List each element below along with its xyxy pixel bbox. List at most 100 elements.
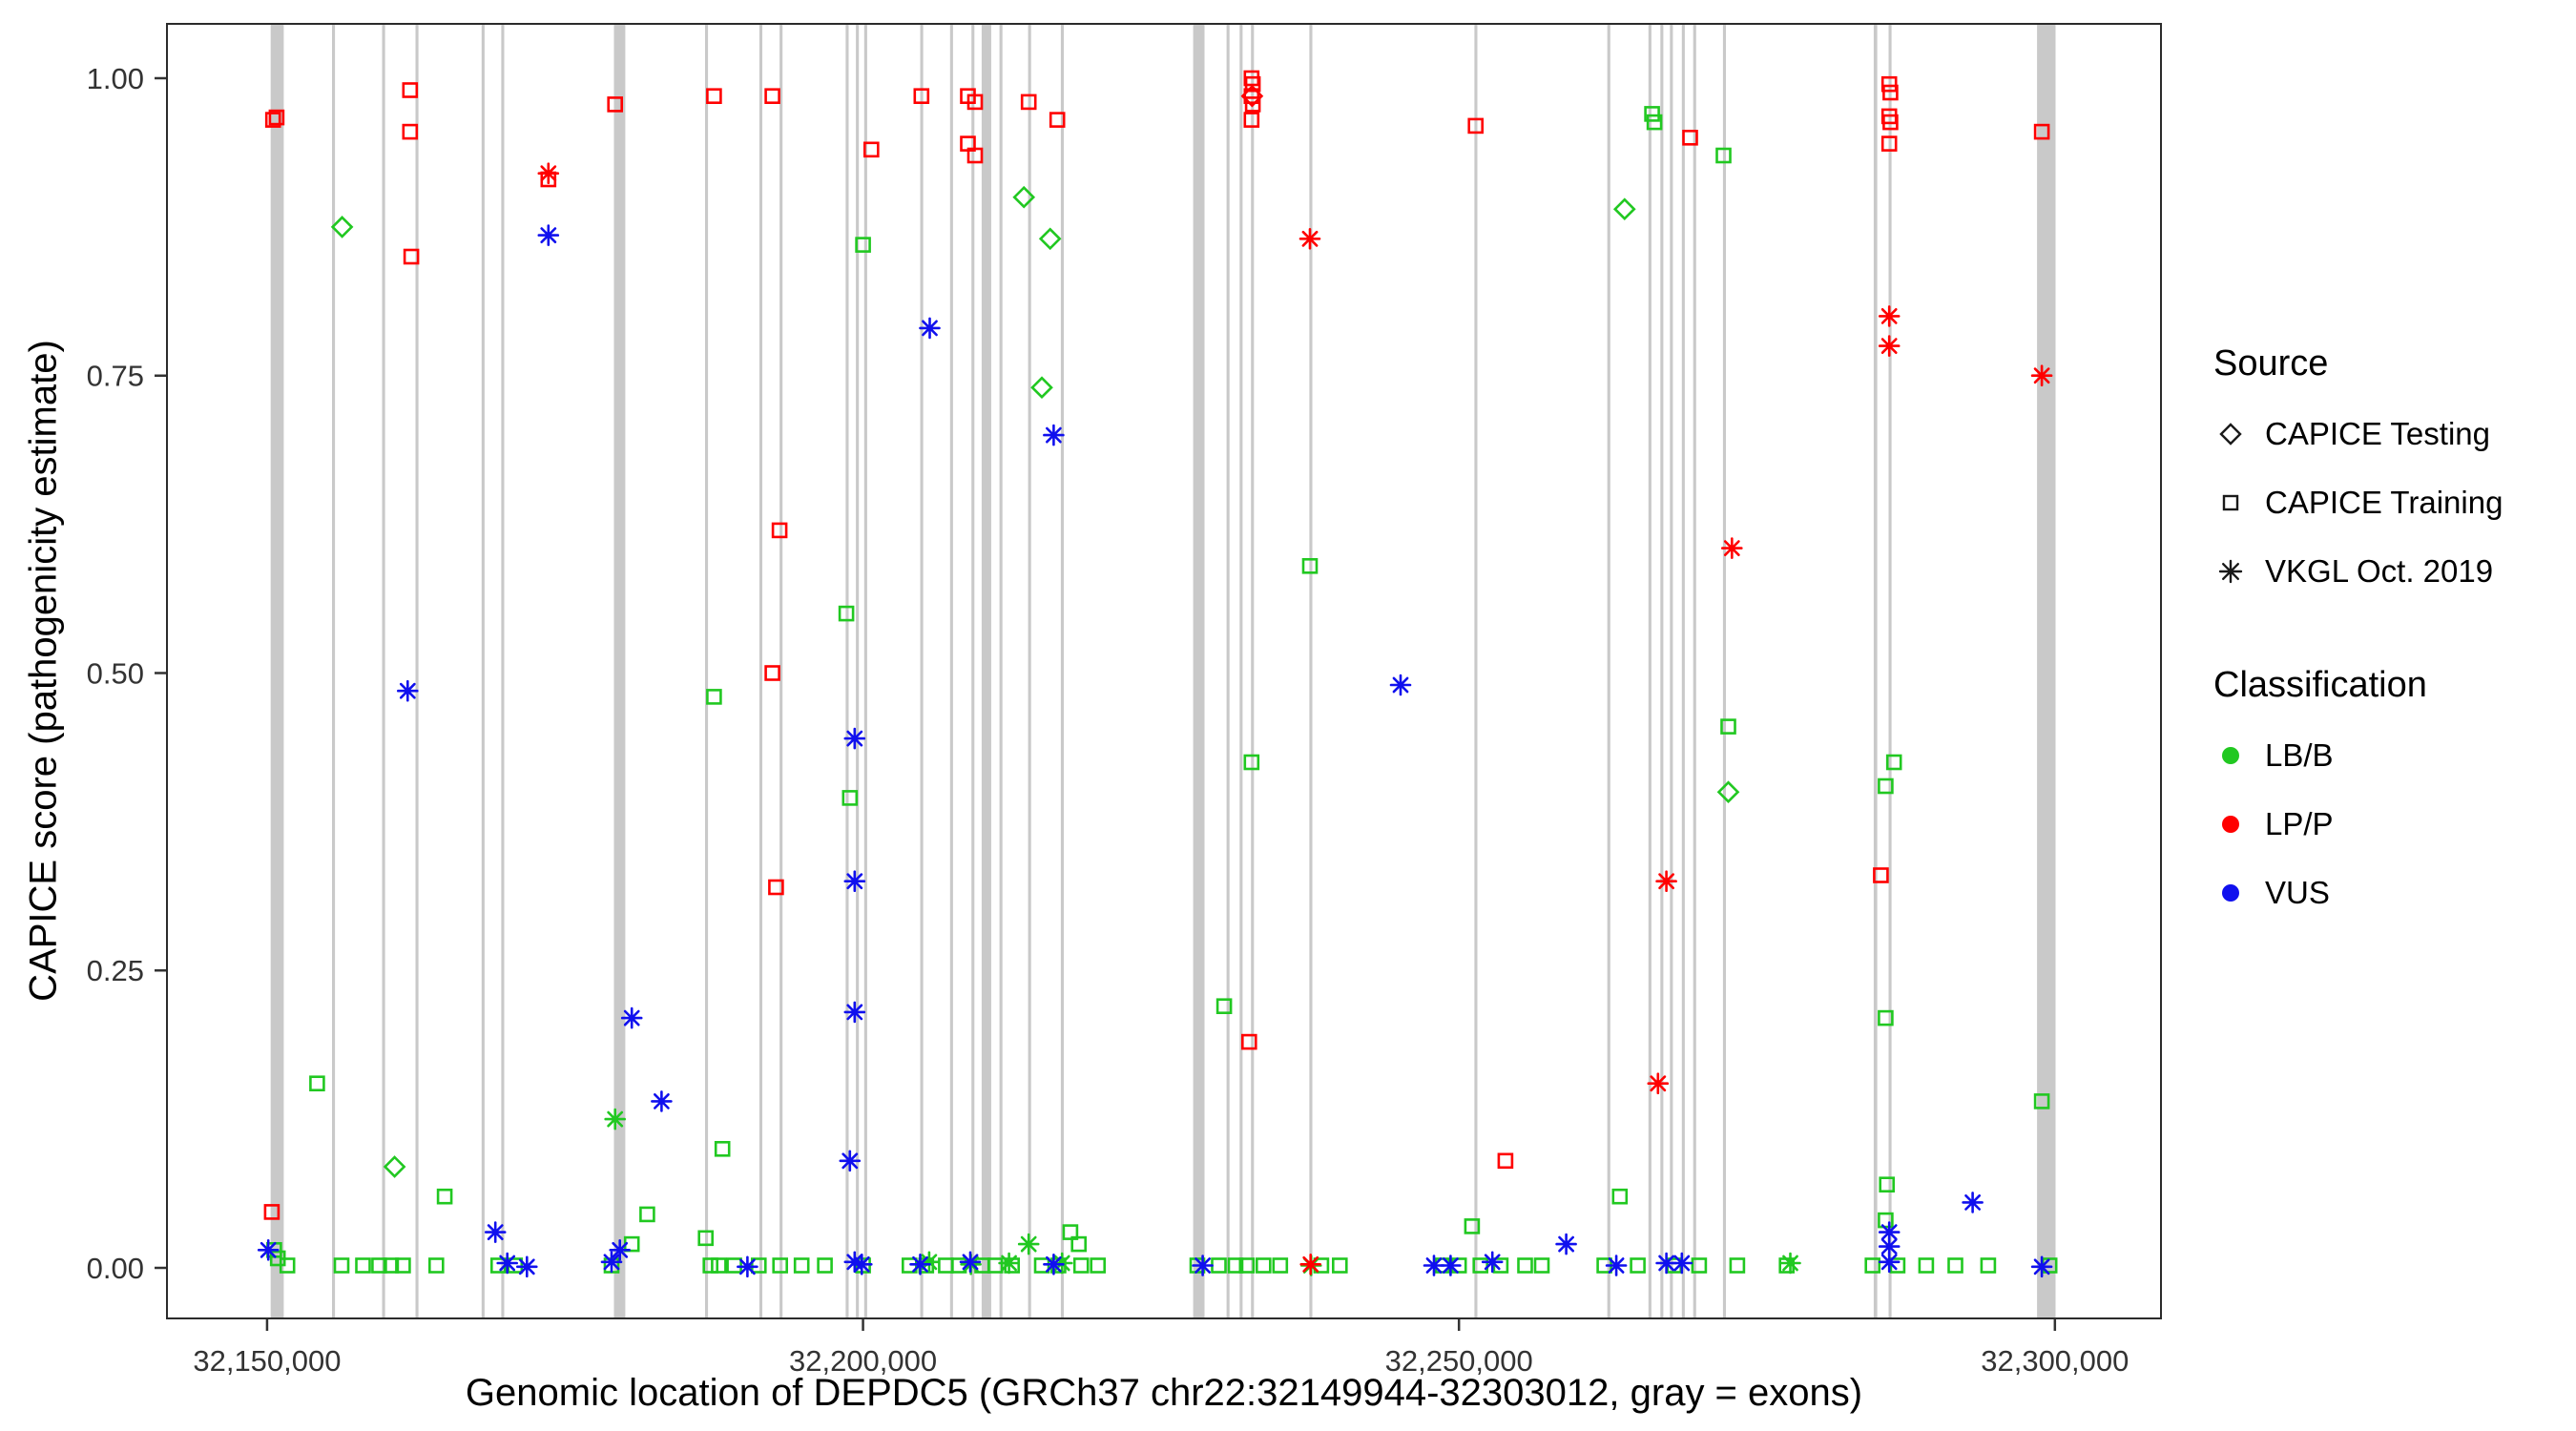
- exon-band: [845, 24, 849, 1318]
- data-point: [1332, 1257, 1348, 1274]
- data-point: [862, 141, 880, 158]
- series-vkgl-oct-2019-lp-p: [537, 162, 2053, 1275]
- exon-band: [705, 24, 709, 1318]
- legend-item-label: CAPICE Training: [2265, 485, 2503, 520]
- data-point: [609, 1239, 631, 1261]
- series-capice-training-lp-p: [263, 70, 2050, 1220]
- data-point: [1256, 1257, 1272, 1274]
- legend-item-lpp: LP/P: [2213, 790, 2566, 859]
- exon-band: [2037, 24, 2056, 1318]
- data-point: [1655, 1252, 1677, 1275]
- data-point: [607, 96, 624, 113]
- data-point: [1227, 1257, 1244, 1274]
- data-point: [1238, 1257, 1256, 1274]
- data-point: [909, 1254, 931, 1275]
- diamond-key-icon: [2219, 423, 2242, 446]
- exon-band: [999, 24, 1003, 1318]
- data-point: [1612, 197, 1636, 221]
- data-point: [1646, 114, 1663, 131]
- data-point: [484, 1221, 507, 1243]
- legend-item-label: LB/B: [2265, 737, 2334, 773]
- exon-band: [971, 24, 975, 1318]
- legend-item-capice-testing: CAPICE Testing: [2213, 400, 2566, 468]
- data-point: [639, 1206, 655, 1223]
- data-point: [537, 162, 560, 184]
- data-point: [1880, 75, 1898, 93]
- data-point: [279, 1257, 296, 1274]
- data-point: [1192, 1255, 1214, 1276]
- data-point: [1030, 376, 1053, 400]
- data-point: [1533, 1257, 1550, 1274]
- exon-band: [949, 24, 953, 1318]
- data-point: [1879, 1176, 1895, 1192]
- exon-band: [1722, 24, 1726, 1318]
- data-point: [1467, 117, 1484, 135]
- data-point: [1630, 1257, 1646, 1274]
- legend-item-capice-training: CAPICE Training: [2213, 468, 2566, 537]
- data-point: [1691, 1257, 1708, 1274]
- data-point: [397, 679, 419, 702]
- data-point: [1878, 305, 1901, 327]
- data-point: [1497, 1152, 1514, 1170]
- panel-border: [166, 23, 2162, 1319]
- data-point: [371, 1257, 387, 1274]
- data-point: [1878, 778, 1894, 795]
- data-point: [264, 112, 281, 128]
- legend-classification-title: Classification: [2213, 665, 2427, 705]
- data-point: [1389, 674, 1412, 696]
- data-point: [843, 1251, 866, 1274]
- data-point: [383, 1257, 400, 1274]
- exon-band: [758, 24, 762, 1318]
- data-point: [772, 1257, 789, 1274]
- y-tick-label: 1.00: [87, 62, 144, 95]
- data-point: [1889, 1257, 1906, 1274]
- exon-band: [1693, 24, 1696, 1318]
- exon-band: [1873, 24, 1878, 1318]
- data-point: [1962, 1192, 1984, 1213]
- data-point: [706, 689, 722, 705]
- exon-band: [856, 24, 860, 1318]
- exon-band: [332, 24, 336, 1318]
- exon-band: [779, 24, 783, 1318]
- data-point: [1043, 1254, 1065, 1275]
- data-point: [1682, 130, 1698, 146]
- data-point: [1492, 1257, 1509, 1274]
- data-point: [1720, 718, 1736, 735]
- exon-band: [1309, 24, 1313, 1318]
- data-point: [855, 237, 871, 253]
- data-point: [2033, 123, 2050, 140]
- data-point: [1243, 112, 1260, 128]
- exon-band: [1474, 24, 1478, 1318]
- series-capice-testing-lb-b: [330, 185, 1740, 1178]
- y-tick-label: 0.00: [87, 1252, 144, 1285]
- data-point: [1647, 1072, 1670, 1094]
- lpp-dot-icon: [2222, 816, 2239, 833]
- asterisk-key-icon: [2218, 559, 2243, 584]
- data-point: [1878, 1235, 1901, 1257]
- data-point: [793, 1257, 810, 1274]
- data-point: [1464, 1218, 1481, 1234]
- legend-item-label: VKGL Oct. 2019: [2265, 553, 2494, 589]
- data-point: [1873, 867, 1889, 883]
- y-tick-label: 0.50: [87, 656, 144, 690]
- data-point: [2030, 1255, 2053, 1278]
- data-point: [1215, 998, 1233, 1014]
- data-point: [620, 1006, 643, 1029]
- data-point: [1062, 1224, 1079, 1240]
- data-point: [1090, 1257, 1106, 1274]
- data-point: [1716, 780, 1740, 804]
- data-point: [395, 1257, 411, 1274]
- data-point: [402, 82, 419, 98]
- data-point: [333, 1257, 350, 1274]
- legend-source-title: Source: [2213, 343, 2329, 384]
- data-point: [1980, 1257, 1997, 1274]
- data-point: [913, 88, 930, 104]
- data-point: [1882, 114, 1899, 131]
- data-point: [1878, 1009, 1894, 1027]
- data-point: [2030, 364, 2053, 386]
- data-point: [697, 1230, 715, 1247]
- exon-band: [1888, 24, 1892, 1318]
- exon-band: [920, 24, 924, 1318]
